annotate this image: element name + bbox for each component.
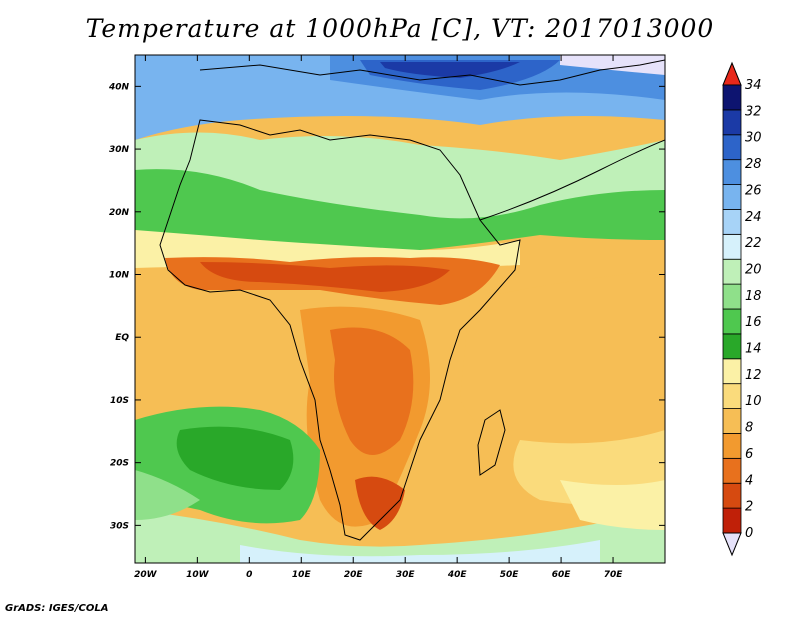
field-green	[135, 169, 665, 258]
colorbar-swatch	[722, 258, 742, 285]
field-indian-warm	[460, 270, 665, 454]
colorbar-swatch	[722, 233, 742, 260]
temperature-field	[135, 55, 665, 563]
lon-tick-label: 50E	[500, 570, 520, 580]
lon-tick-label: 30E	[396, 570, 416, 580]
lon-tick-label: 60E	[552, 570, 572, 580]
colorbar-label: 4	[745, 473, 753, 488]
lon-tick-label: 10E	[292, 570, 312, 580]
field-kalahari-hot	[355, 476, 405, 530]
lat-tick-label: 20N	[109, 208, 130, 218]
lat-axis: 40N 30N 20N 10N EQ 10S 20S 30S	[108, 82, 665, 531]
lon-tick-label: 40E	[447, 570, 468, 580]
colorbar-swatch	[722, 209, 742, 235]
colorbar-swatch	[722, 383, 742, 409]
lon-tick-label: 20E	[344, 570, 364, 580]
colorbar-label: 20	[745, 262, 762, 277]
lon-axis: 20W 10W 0 10E 20E 30E 40E 50E 60E 70E	[134, 55, 623, 580]
lat-tick-label: 40N	[108, 82, 130, 92]
lon-tick-label: 20W	[134, 570, 158, 580]
colorbar-label: 0	[745, 526, 753, 541]
lat-tick-label: 20S	[110, 459, 129, 469]
lon-tick-label: 0	[246, 570, 252, 580]
colorbar-swatch	[722, 109, 742, 136]
colorbar-label: 2	[745, 500, 753, 515]
colorbar-swatch	[722, 134, 742, 161]
lat-tick-label: 30S	[110, 521, 129, 531]
madagascar-coast	[477, 409, 506, 476]
colorbar-swatch	[722, 507, 742, 534]
colorbar-label: 26	[745, 183, 762, 198]
arabia-coast	[479, 139, 665, 221]
footer-credit: GrADS: IGES/COLA	[5, 603, 109, 614]
colorbar-label: 34	[745, 78, 762, 93]
lon-tick-label: 70E	[604, 570, 624, 580]
colorbar-label: 28	[745, 157, 762, 172]
colorbar-swatch	[722, 308, 742, 335]
field-north-white	[560, 55, 665, 75]
colorbar-label: 6	[745, 447, 753, 462]
colorbar-swatch	[722, 184, 742, 210]
colorbar-swatch	[722, 84, 742, 111]
lat-tick-label: 30N	[109, 145, 130, 155]
europe-coast	[199, 59, 665, 86]
map-title: Temperature at 1000hPa [C], VT: 20170130…	[85, 14, 715, 43]
colorbar-label: 24	[745, 210, 762, 225]
colorbar-label: 32	[745, 104, 762, 119]
colorbar-swatch	[722, 433, 742, 459]
colorbar-swatch	[722, 283, 742, 310]
field-atlantic-deep-green	[176, 426, 294, 490]
map-frame	[134, 54, 666, 564]
colorbar-swatch	[722, 408, 742, 434]
colorbar-label: 10	[745, 394, 762, 409]
africa-coast	[159, 119, 521, 541]
colorbar-swatch	[722, 482, 742, 509]
colorbar-swatch	[722, 358, 742, 385]
colorbar-label: 8	[745, 421, 753, 436]
colorbar-label: 16	[745, 315, 762, 330]
field-south-hot	[330, 327, 414, 455]
lat-tick-label: EQ	[115, 333, 129, 343]
field-indian-pale	[560, 480, 665, 530]
coastlines	[159, 59, 665, 541]
field-southern-coldest	[240, 540, 600, 563]
lon-tick-label: 10W	[186, 570, 210, 580]
field-hot-core	[200, 262, 450, 292]
lat-tick-label: 10S	[110, 396, 129, 406]
field-atlantic-mid-green	[135, 470, 200, 520]
lat-tick-label: 10N	[109, 271, 130, 281]
colorbar-swatch	[722, 333, 742, 360]
colorbar-swatch	[722, 159, 742, 185]
colorbar-swatch	[722, 457, 742, 484]
colorbar-label: 18	[745, 289, 762, 304]
colorbar-label: 22	[745, 236, 762, 251]
colorbar-under-triangle	[722, 532, 742, 557]
field-coldest-core	[380, 62, 520, 78]
colorbar-over-triangle	[722, 61, 742, 86]
colorbar-label: 12	[745, 368, 762, 383]
colorbar-label: 30	[745, 131, 762, 146]
colorbar-label: 14	[745, 342, 762, 357]
